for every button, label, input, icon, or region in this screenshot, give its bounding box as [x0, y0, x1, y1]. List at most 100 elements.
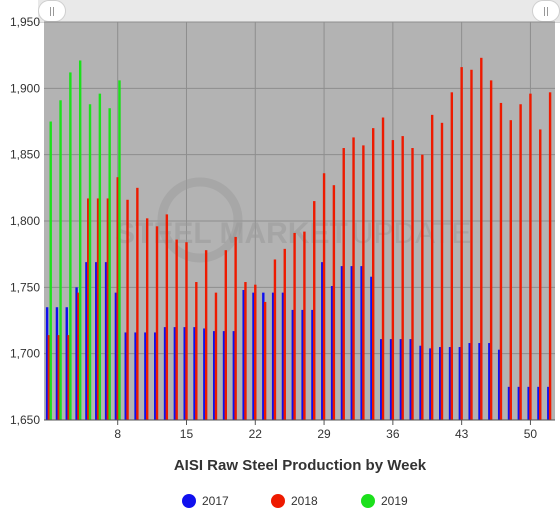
bar-2018[interactable]: [421, 154, 424, 421]
bar-2018[interactable]: [234, 236, 237, 420]
bar-2018[interactable]: [313, 201, 316, 420]
bar-2019[interactable]: [49, 121, 52, 421]
bar-2018[interactable]: [332, 185, 336, 420]
bar-2017[interactable]: [242, 289, 245, 420]
bar-2018[interactable]: [57, 335, 60, 420]
bar-2018[interactable]: [529, 93, 532, 420]
bar-2019[interactable]: [59, 100, 62, 421]
bar-2017[interactable]: [271, 292, 275, 420]
bar-2018[interactable]: [293, 232, 296, 420]
bar-2018[interactable]: [470, 69, 473, 420]
bar-2017[interactable]: [301, 309, 304, 420]
bar-2017[interactable]: [134, 332, 137, 420]
bar-2017[interactable]: [45, 307, 49, 420]
bar-2017[interactable]: [222, 331, 226, 420]
bar-2018[interactable]: [136, 187, 139, 420]
bar-2017[interactable]: [517, 386, 521, 420]
bar-2018[interactable]: [155, 226, 159, 420]
bar-2018[interactable]: [303, 231, 306, 420]
bar-2017[interactable]: [95, 262, 98, 420]
bar-2018[interactable]: [67, 335, 70, 420]
bar-2017[interactable]: [114, 292, 118, 420]
bar-2018[interactable]: [539, 129, 542, 420]
bar-2017[interactable]: [124, 332, 127, 420]
bar-2017[interactable]: [507, 386, 511, 420]
bar-2017[interactable]: [75, 287, 78, 420]
bar-2017[interactable]: [537, 386, 540, 420]
bar-2019[interactable]: [88, 104, 92, 420]
bar-2017[interactable]: [85, 262, 88, 420]
bar-2018[interactable]: [195, 282, 198, 420]
bar-2017[interactable]: [163, 327, 167, 420]
bar-2018[interactable]: [499, 102, 503, 421]
bar-2017[interactable]: [360, 266, 363, 420]
bar-2017[interactable]: [104, 262, 108, 420]
bar-2017[interactable]: [497, 349, 501, 420]
bar-2017[interactable]: [527, 386, 530, 420]
bar-2017[interactable]: [350, 266, 353, 420]
bar-2017[interactable]: [438, 347, 442, 420]
bar-2018[interactable]: [460, 67, 463, 421]
bar-2018[interactable]: [175, 239, 178, 420]
bar-2017[interactable]: [488, 343, 491, 420]
bar-2018[interactable]: [372, 128, 375, 420]
bar-2019[interactable]: [108, 108, 111, 420]
bar-2018[interactable]: [214, 292, 218, 420]
bar-2017[interactable]: [173, 327, 177, 420]
bar-2017[interactable]: [448, 347, 452, 420]
bar-2017[interactable]: [144, 332, 147, 420]
bar-2018[interactable]: [165, 214, 169, 420]
bar-2019[interactable]: [118, 80, 121, 421]
bar-2018[interactable]: [352, 137, 355, 421]
bar-2018[interactable]: [411, 148, 414, 420]
bar-2018[interactable]: [548, 92, 552, 420]
bar-2017[interactable]: [154, 332, 157, 420]
bar-2017[interactable]: [468, 343, 471, 420]
bar-2018[interactable]: [381, 117, 385, 421]
bar-2018[interactable]: [263, 301, 267, 420]
bar-2018[interactable]: [145, 218, 149, 420]
bar-2018[interactable]: [87, 198, 90, 420]
bar-2018[interactable]: [106, 198, 110, 420]
bar-2017[interactable]: [291, 309, 294, 420]
bar-2017[interactable]: [311, 309, 314, 420]
bar-2018[interactable]: [440, 122, 444, 420]
bar-2018[interactable]: [342, 148, 345, 420]
bar-2018[interactable]: [273, 259, 277, 420]
bar-2017[interactable]: [330, 286, 334, 420]
bar-2017[interactable]: [262, 292, 265, 420]
bar-2017[interactable]: [409, 339, 412, 420]
bar-2018[interactable]: [391, 140, 395, 420]
bar-2017[interactable]: [281, 292, 285, 420]
bar-2019[interactable]: [78, 60, 82, 420]
bar-2017[interactable]: [203, 328, 206, 420]
bar-2018[interactable]: [509, 120, 512, 421]
bar-2018[interactable]: [450, 92, 454, 420]
bar-2018[interactable]: [480, 57, 483, 420]
bar-2018[interactable]: [116, 177, 119, 420]
bar-2018[interactable]: [254, 284, 257, 420]
bar-2017[interactable]: [370, 276, 373, 420]
bar-2017[interactable]: [478, 343, 481, 420]
bar-2017[interactable]: [380, 339, 383, 420]
bar-2017[interactable]: [399, 339, 403, 420]
bar-2017[interactable]: [429, 348, 432, 420]
bar-2017[interactable]: [65, 307, 68, 420]
bar-2017[interactable]: [212, 331, 216, 420]
bar-2018[interactable]: [126, 199, 129, 420]
bar-2017[interactable]: [193, 327, 196, 420]
bar-2017[interactable]: [458, 347, 462, 420]
bar-2017[interactable]: [252, 292, 255, 420]
bar-2018[interactable]: [224, 250, 227, 420]
bar-2018[interactable]: [430, 114, 434, 421]
bar-2018[interactable]: [283, 248, 286, 420]
bar-2018[interactable]: [77, 292, 80, 420]
bar-2018[interactable]: [362, 145, 365, 420]
bar-2018[interactable]: [519, 104, 522, 420]
bar-2017[interactable]: [183, 327, 186, 420]
bar-2018[interactable]: [96, 198, 100, 420]
bar-2019[interactable]: [98, 93, 102, 420]
bar-2018[interactable]: [185, 242, 188, 420]
bar-2018[interactable]: [204, 250, 208, 420]
bar-2017[interactable]: [419, 345, 422, 420]
